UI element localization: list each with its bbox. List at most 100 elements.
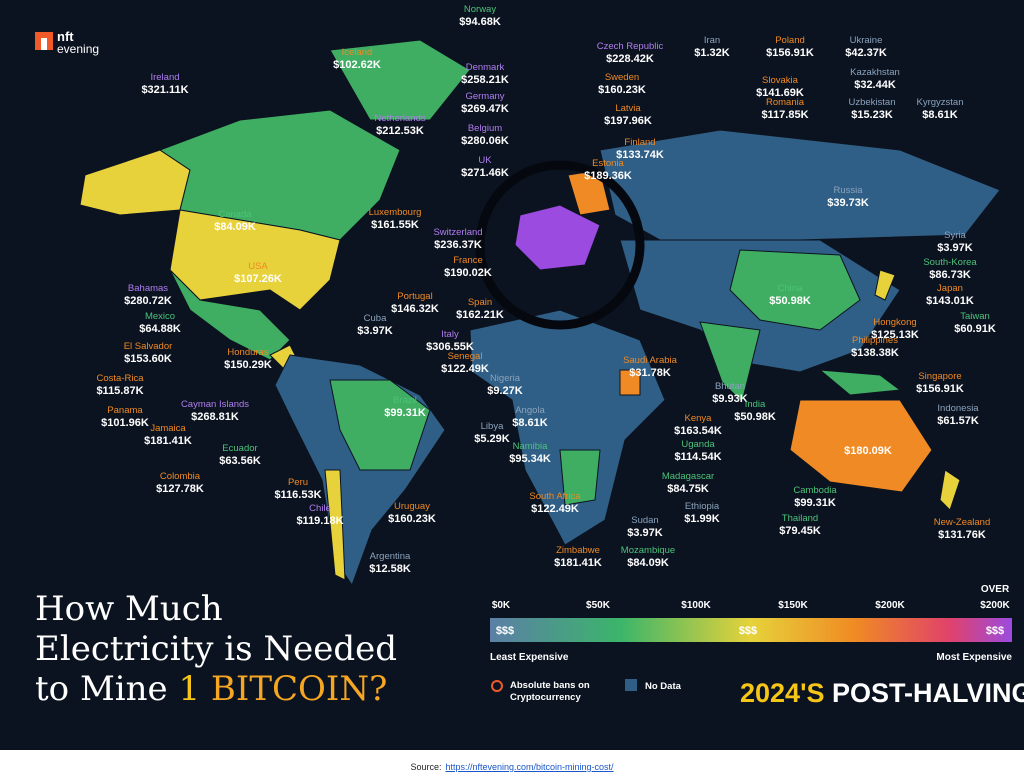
country-cost: $190.02K [444, 267, 492, 279]
country-cost: $228.42K [606, 53, 654, 65]
country-cost: $9.27K [487, 385, 523, 397]
country-cost: $115.87K [96, 385, 143, 397]
country-cost: $61.57K [937, 415, 979, 427]
country-name: Peru [288, 477, 308, 488]
scale-label: $200K [875, 600, 905, 611]
country-name: Switzerland [433, 227, 482, 238]
country-cost: $236.37K [434, 239, 482, 251]
country-name: Hongkong [873, 317, 916, 328]
country-cost: $94.68K [459, 16, 501, 28]
country-cost: $180.09K [844, 445, 892, 457]
footer: Source: https://nftevening.com/bitcoin-m… [0, 750, 1024, 784]
country-cost: $181.41K [144, 435, 192, 447]
country-name: UK [478, 155, 492, 166]
country-name: Philippines [852, 335, 898, 346]
country-name: Ecuador [222, 443, 257, 454]
source-label: Source: [410, 762, 442, 772]
logo-text: evening [57, 42, 99, 56]
country-cost: $138.38K [851, 347, 899, 359]
country-name: Kyrgyzstan [917, 97, 964, 108]
country-name: Costa-Rica [97, 373, 145, 384]
country-name: Bhutan [715, 381, 745, 392]
country-cost: $15.23K [851, 109, 893, 121]
country-name: Thailand [782, 513, 818, 524]
country-cost: $79.45K [779, 525, 821, 537]
country-name: Estonia [592, 158, 624, 169]
country-cost: $119.18K [296, 515, 343, 527]
country-cost: $143.01K [926, 295, 974, 307]
source-link[interactable]: https://nftevening.com/bitcoin-mining-co… [445, 762, 614, 772]
badge-year: 2024'S [740, 678, 825, 708]
country-cost: $99.31K [384, 407, 426, 419]
country-name: Senegal [448, 351, 483, 362]
scale-over: OVER [981, 584, 1010, 595]
scale-label: $200K [980, 600, 1010, 611]
scale-label: $150K [778, 600, 808, 611]
country-name: Taiwan [960, 311, 990, 322]
country-name: Sudan [631, 515, 658, 526]
country-cost: $181.41K [554, 557, 602, 569]
country-name: Honduras [227, 347, 268, 358]
title-line: to Mine 1 BITCOIN? [35, 669, 387, 709]
country-name: Libya [481, 421, 504, 432]
ban-icon [491, 680, 503, 692]
country-name: Romania [766, 97, 805, 108]
country-cost: $122.49K [531, 503, 579, 515]
country-cost: $84.09K [214, 221, 256, 233]
country-cost: $3.97K [937, 242, 973, 254]
country-name: Portugal [397, 291, 432, 302]
country-name: Brazil [393, 395, 417, 406]
country-cost: $271.46K [461, 167, 509, 179]
country-cost: $146.32K [391, 303, 439, 315]
country-cost: $102.62K [333, 59, 381, 71]
title-number: 1 [178, 669, 200, 709]
world-map [79, 39, 1001, 587]
country-name: Uzbekistan [849, 97, 896, 108]
country-name: Czech Republic [597, 41, 664, 52]
legend: OVER Least Expensive Most Expensive Abso… [490, 584, 1024, 708]
badge-text: POST-HALVING [832, 678, 1024, 708]
country-cost: $42.37K [845, 47, 887, 59]
country-name: USA [248, 261, 268, 272]
title-line: How Much [35, 589, 223, 629]
country-cost: $39.73K [827, 197, 869, 209]
country-name: Italy [441, 329, 459, 340]
country-cost: $63.56K [219, 455, 261, 467]
no-data-label: No Data [645, 681, 682, 692]
country-name: Denmark [466, 62, 505, 73]
country-cost: $31.78K [629, 367, 671, 379]
title: How Much Electricity is Needed to Mine 1… [35, 589, 397, 709]
country-name: Belgium [468, 123, 502, 134]
country-name: South-Korea [923, 257, 977, 268]
least-label: Least Expensive [490, 652, 569, 663]
country-cost: $212.53K [376, 125, 424, 137]
country-cost: $84.09K [627, 557, 669, 569]
country-name: Sweden [605, 72, 639, 83]
country-cost: $50.98K [769, 295, 811, 307]
scale-symbol: $$$ [739, 625, 757, 637]
country-cost: $86.73K [929, 269, 971, 281]
country-cost: $197.96K [604, 115, 652, 127]
country-name: France [453, 255, 483, 266]
country-name: Namibia [513, 441, 549, 452]
country-name: South Africa [529, 491, 581, 502]
ban-label: Cryptocurrency [510, 692, 581, 703]
country-name: Indonesia [937, 403, 979, 414]
country-name: Norway [464, 4, 496, 15]
country-name: Uganda [681, 439, 715, 450]
country-name: Angola [515, 405, 545, 416]
country-cost: $162.21K [456, 309, 504, 321]
country-name: El Salvador [124, 341, 173, 352]
country-cost: $280.72K [124, 295, 172, 307]
most-label: Most Expensive [936, 652, 1012, 663]
country-cost: $125.13K [871, 329, 919, 341]
country-name: Cayman Islands [181, 399, 249, 410]
country-cost: $8.61K [512, 417, 548, 429]
country-name: Spain [468, 297, 492, 308]
country-cost: $95.34K [509, 453, 551, 465]
country-name: Argentina [370, 551, 411, 562]
country-cost: $116.53K [274, 489, 321, 501]
country-name: Zimbabwe [556, 545, 600, 556]
country-cost: $161.55K [371, 219, 419, 231]
